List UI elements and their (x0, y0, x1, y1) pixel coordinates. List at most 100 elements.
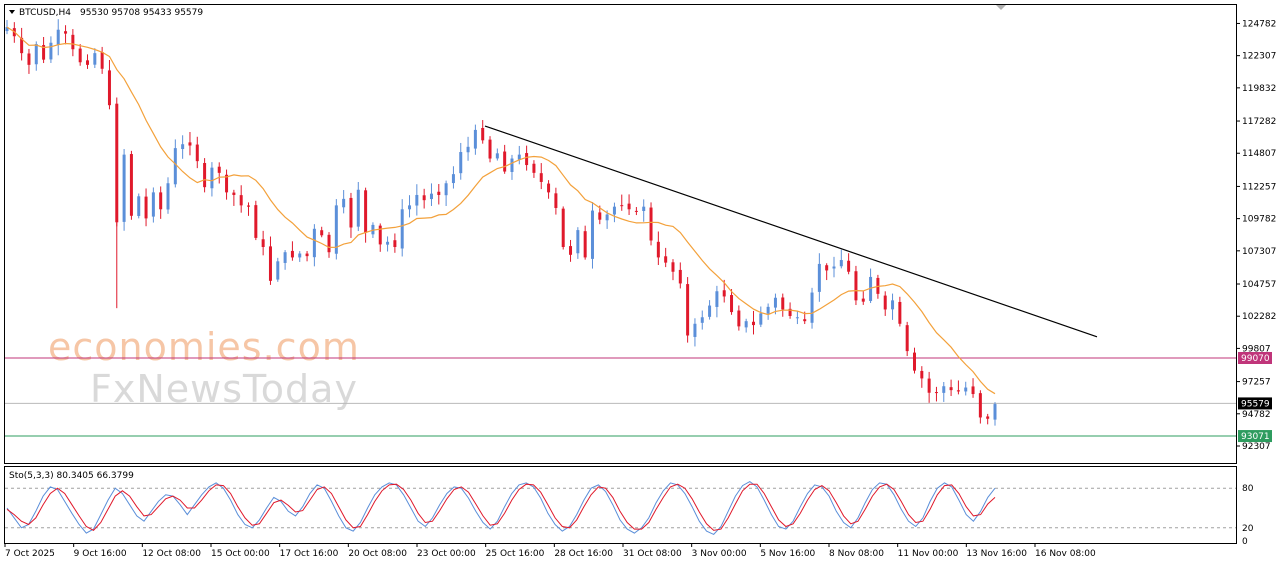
candle-body (934, 392, 938, 394)
time-tick-label: 17 Oct 16:00 (280, 549, 339, 559)
candle-body (349, 197, 353, 228)
candle-body (649, 207, 653, 241)
candle-body (254, 205, 258, 238)
time-tick-label: 5 Nov 16:00 (760, 549, 815, 559)
candle-body (942, 386, 946, 393)
candle-body (532, 163, 536, 173)
candle-body (847, 260, 851, 272)
candle-body (854, 271, 858, 301)
candle-body (751, 321, 755, 326)
candle-body (305, 253, 309, 257)
candle-body (810, 292, 814, 323)
stochastic-panel-frame (4, 466, 1237, 544)
candle-body (547, 183, 551, 193)
candle-body (686, 284, 690, 336)
candle-body (122, 154, 126, 222)
time-tick-label: 28 Oct 16:00 (554, 549, 613, 559)
candle-body (598, 212, 602, 220)
symbol-label: BTCUSD,H4 (19, 8, 71, 18)
stochastic-title: Sto(5,3,3) 80.3405 66.3799 (9, 471, 134, 481)
candle-body (64, 31, 68, 34)
candle-body (364, 190, 368, 233)
stoch-tick-label: 0 (1242, 537, 1248, 547)
current-price-price-tag-label: 95579 (1241, 399, 1270, 409)
candle-body (151, 192, 155, 217)
candle-body (86, 60, 90, 65)
triangle-down-icon[interactable] (9, 10, 15, 14)
candle-body (656, 241, 660, 258)
candle-body (181, 144, 185, 150)
candle-body (71, 34, 75, 50)
candle-body (342, 198, 346, 208)
candle-body (27, 53, 31, 65)
candle-body (912, 352, 916, 371)
candle-body (510, 158, 514, 172)
candle-body (378, 225, 382, 245)
candle-body (759, 313, 763, 325)
candle-body (664, 256, 668, 263)
candle-body (803, 319, 807, 322)
candle-body (627, 203, 631, 210)
candle-body (671, 262, 675, 272)
candle-body (283, 252, 287, 263)
candle-body (356, 189, 360, 227)
candle-body (93, 53, 97, 65)
candle-body (481, 127, 485, 141)
time-tick-label: 23 Oct 00:00 (417, 549, 476, 559)
candle-body (268, 246, 272, 281)
candle-body (290, 250, 294, 258)
support-price-tag (1238, 430, 1272, 443)
candle-body (964, 387, 968, 392)
price-tick-label: 104757 (1242, 280, 1276, 290)
price-tick-label: 117282 (1242, 117, 1276, 127)
candle-body (400, 209, 404, 249)
candle-body (173, 148, 177, 185)
candle-body (861, 298, 865, 302)
candle-body (817, 263, 821, 292)
candle-body (693, 323, 697, 337)
candle-body (678, 269, 682, 284)
trendline-layer[interactable] (484, 125, 1098, 338)
candle-body (737, 310, 741, 327)
chart-shift-marker-icon[interactable] (996, 5, 1006, 10)
candle-body (408, 205, 412, 210)
time-tick-label: 7 Oct 2025 (5, 549, 55, 559)
candle-body (239, 195, 243, 206)
candle-body (312, 228, 316, 258)
candle-body (612, 206, 616, 215)
candle-body (569, 246, 573, 255)
candle-body (261, 239, 265, 248)
candle-body (825, 265, 829, 271)
candle-body (620, 205, 624, 207)
candle-body (334, 205, 338, 254)
price-tick-label: 99807 (1242, 344, 1271, 354)
candle-body (429, 193, 433, 200)
candle-body (49, 42, 53, 60)
candle-body (415, 194, 419, 206)
current-price-price-tag (1238, 397, 1272, 410)
candle-body (898, 301, 902, 324)
candle-body (993, 404, 997, 420)
watermark-fxnewstoday: FxNewsToday (90, 367, 358, 411)
candle-body (583, 231, 587, 258)
time-tick-label: 25 Oct 16:00 (486, 549, 545, 559)
candle-body (115, 103, 119, 223)
candle-body (5, 27, 9, 32)
price-tick-label: 102282 (1242, 312, 1276, 322)
candle-body (437, 191, 441, 195)
stoch-tick-label: 20 (1242, 524, 1254, 534)
candle-body (327, 234, 331, 253)
candle-body (159, 192, 163, 210)
candle-body (422, 195, 426, 201)
candle-body (605, 214, 609, 221)
watermark-economies: economies.com (48, 325, 360, 369)
candle-body (210, 167, 214, 189)
candle-body (554, 193, 558, 208)
candle-body (473, 129, 477, 149)
candle-body (459, 152, 463, 174)
resistance-price-tag-label: 99070 (1241, 354, 1270, 364)
candle-body (20, 37, 24, 54)
price-tick-label: 92307 (1242, 442, 1271, 452)
